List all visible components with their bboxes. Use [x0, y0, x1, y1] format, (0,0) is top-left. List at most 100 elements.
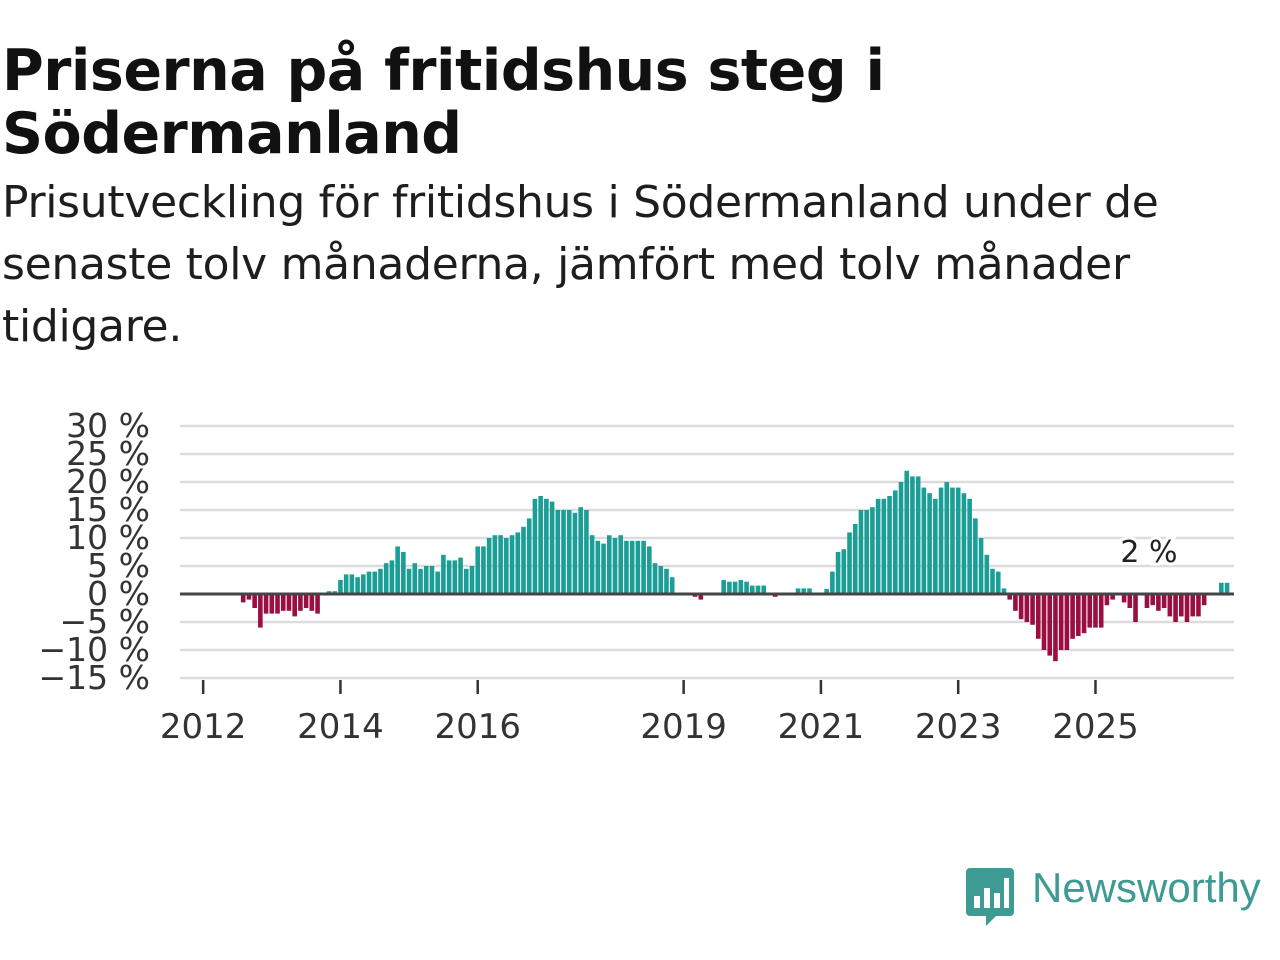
bar: [1161, 594, 1167, 608]
bar: [1224, 582, 1230, 594]
y-axis: 30 %25 %20 %15 %10 %5 %0 %−5 %−10 %−15 %: [39, 406, 151, 697]
bar: [423, 566, 429, 594]
bar: [252, 594, 257, 608]
bar: [978, 538, 984, 594]
bar: [280, 594, 286, 611]
y-tick-label: −10 %: [39, 630, 151, 669]
x-axis: 2012 2014 2016 2019 2021 2023 2025: [160, 680, 1139, 747]
bar: [401, 552, 406, 594]
bar: [572, 512, 578, 594]
bar: [361, 574, 366, 594]
y-tick-label: 5 %: [87, 546, 150, 585]
bar: [973, 518, 978, 594]
bar: [830, 571, 835, 594]
y-tick-label: 25 %: [66, 434, 150, 473]
y-tick-label: −5 %: [60, 602, 151, 641]
bar: [486, 538, 492, 594]
bar: [578, 507, 583, 594]
bar: [458, 557, 463, 594]
bar: [698, 594, 704, 600]
bar: [515, 532, 521, 594]
bar: [343, 574, 349, 594]
annotation: 2 %: [1117, 532, 1180, 573]
bar: [1184, 594, 1190, 622]
y-tick-label: 10 %: [66, 518, 150, 557]
bar: [269, 594, 275, 614]
bar: [452, 560, 458, 594]
bar: [509, 535, 515, 594]
bar-chart: 30 %25 %20 %15 %10 %5 %0 %−5 %−10 %−15 %…: [39, 406, 1234, 747]
bar: [892, 490, 898, 594]
bar: [875, 498, 881, 594]
bar: [835, 552, 841, 594]
bar: [429, 566, 435, 594]
x-tick-label: 2014: [297, 707, 384, 747]
bar: [309, 594, 315, 611]
bar: [349, 574, 355, 594]
bar: [521, 526, 526, 594]
x-tick-label: 2025: [1052, 707, 1139, 747]
bar: [1093, 594, 1098, 628]
bar: [887, 496, 892, 594]
bar: [1098, 594, 1104, 628]
bar: [303, 594, 309, 608]
bar: [469, 566, 475, 594]
bar: [915, 476, 921, 594]
bar: [566, 510, 572, 594]
bar: [967, 498, 972, 594]
bar: [795, 588, 801, 594]
bar: [1030, 594, 1035, 625]
bar: [395, 546, 400, 594]
bar: [292, 594, 297, 617]
bar: [647, 546, 652, 594]
bar: [1150, 594, 1155, 606]
x-tick-label: 2016: [434, 707, 521, 747]
bar: [549, 501, 555, 594]
bar: [1121, 594, 1127, 603]
bar: [1081, 594, 1087, 634]
bar: [1001, 588, 1007, 594]
bar: [606, 535, 612, 594]
bar: [378, 568, 383, 594]
bar: [446, 560, 452, 594]
bar: [961, 493, 967, 594]
bar: [366, 571, 372, 594]
bar: [738, 580, 744, 594]
bar: [1007, 594, 1012, 600]
x-tick-label: 2019: [640, 707, 727, 747]
bar: [852, 524, 858, 594]
bar: [841, 549, 847, 594]
bar: [1076, 594, 1081, 636]
bar: [732, 581, 738, 594]
latest-value-label: 2 %: [1120, 535, 1177, 570]
bar: [950, 487, 955, 594]
bar: [286, 594, 292, 611]
bar: [755, 585, 761, 594]
bar: [744, 581, 749, 594]
bar: [761, 585, 767, 594]
bar: [383, 563, 389, 594]
newsworthy-logo[interactable]: Newsworthy: [964, 862, 1280, 932]
bar: [652, 563, 658, 594]
bar: [870, 507, 875, 594]
bar: [246, 594, 252, 600]
bar: [481, 546, 486, 594]
y-tick-label: 15 %: [66, 490, 150, 529]
bar: [492, 535, 498, 594]
bar: [635, 540, 641, 594]
bar: [1190, 594, 1196, 617]
bar: [1127, 594, 1133, 608]
bar: [584, 510, 589, 594]
bar: [526, 518, 532, 594]
bar: [406, 568, 412, 594]
bar: [601, 543, 606, 594]
bar: [1070, 594, 1075, 639]
bar: [801, 588, 807, 594]
bar: [595, 540, 601, 594]
bar: [1018, 594, 1024, 620]
bar: [995, 571, 1001, 594]
bar: [938, 487, 944, 594]
x-tick-label: 2012: [160, 707, 247, 747]
bar: [389, 560, 395, 594]
bar: [532, 498, 538, 594]
